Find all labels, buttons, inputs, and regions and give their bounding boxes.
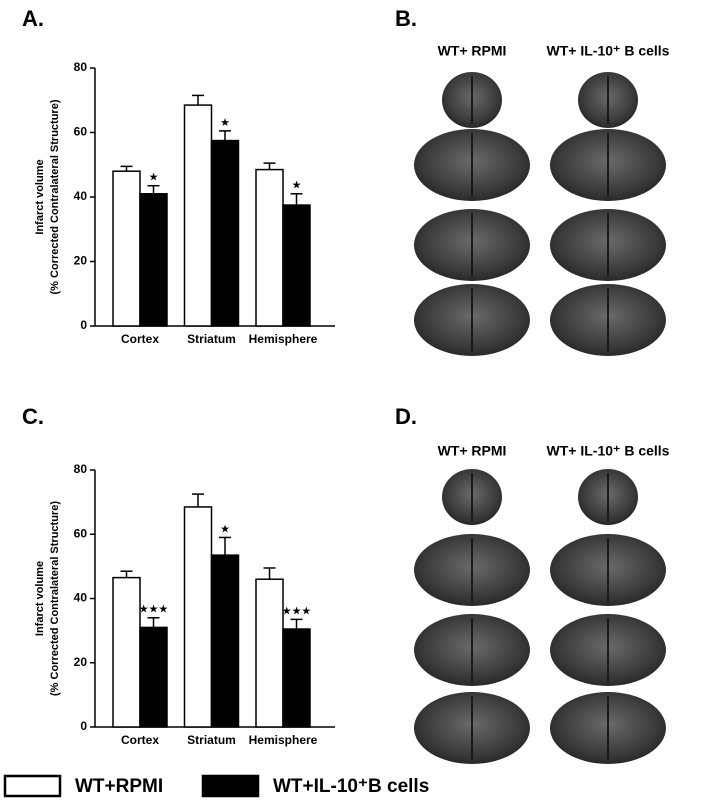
bar (112, 170, 141, 327)
column-header: WT+ IL-10⁺ B cells (547, 43, 670, 59)
significance-marker: ★ (220, 117, 230, 129)
significance-marker: ★★★ (139, 604, 169, 616)
y-tick-label: 40 (74, 189, 88, 203)
column-header: WT+ RPMI (438, 443, 507, 459)
legend-swatch (3, 774, 62, 798)
y-axis-label: Infarct volume (34, 561, 46, 636)
bar (282, 204, 311, 327)
panel-label: C. (22, 404, 44, 429)
legend-label: WT+RPMI (75, 776, 163, 797)
y-axis-label: (% Corrected Contralateral Structure) (49, 99, 61, 294)
y-axis-label: Infarct volume (34, 159, 46, 234)
y-axis-label: (% Corrected Contralateral Structure) (49, 501, 61, 696)
bar (183, 104, 213, 327)
y-tick-label: 0 (80, 719, 87, 733)
bar (210, 139, 240, 327)
y-tick-label: 40 (74, 591, 88, 605)
panel-label: A. (22, 6, 44, 31)
x-tick-label: Cortex (121, 332, 159, 346)
panel-label: D. (395, 404, 417, 429)
y-tick-label: 20 (74, 254, 88, 268)
bar (255, 578, 284, 728)
significance-marker: ★ (292, 180, 302, 192)
bar (183, 506, 213, 728)
column-header: WT+ RPMI (438, 43, 507, 59)
legend-label: WT+IL-10⁺B cells (273, 776, 429, 797)
bar (139, 193, 168, 327)
x-tick-label: Hemisphere (249, 733, 318, 747)
y-tick-label: 80 (74, 60, 88, 74)
x-tick-label: Striatum (187, 733, 236, 747)
column-header: WT+ IL-10⁺ B cells (547, 443, 670, 459)
legend-swatch (201, 774, 260, 798)
bar (255, 168, 284, 327)
y-tick-label: 60 (74, 125, 88, 139)
x-tick-label: Cortex (121, 733, 159, 747)
panel-label: B. (395, 6, 417, 31)
bar (282, 628, 311, 728)
x-tick-label: Hemisphere (249, 332, 318, 346)
significance-marker: ★★★ (282, 605, 312, 617)
bar (112, 576, 141, 728)
significance-marker: ★ (149, 172, 159, 184)
bar (139, 626, 168, 728)
y-tick-label: 20 (74, 655, 88, 669)
y-tick-label: 60 (74, 526, 88, 540)
significance-marker: ★ (220, 523, 230, 535)
x-tick-label: Striatum (187, 332, 236, 346)
bar (210, 554, 240, 728)
y-tick-label: 0 (80, 318, 87, 332)
y-tick-label: 80 (74, 462, 88, 476)
